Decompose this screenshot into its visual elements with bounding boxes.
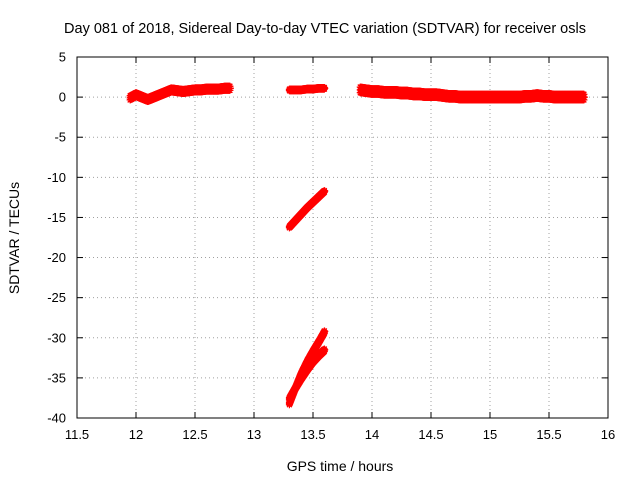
data-point <box>321 327 329 335</box>
x-tick-label: 12.5 <box>182 427 207 442</box>
y-tick-label: 0 <box>59 90 66 105</box>
y-tick-label: -40 <box>47 411 66 426</box>
chart-title: Day 081 of 2018, Sidereal Day-to-day VTE… <box>64 21 586 37</box>
y-tick-label: 5 <box>59 50 66 65</box>
x-tick-label: 14 <box>365 427 379 442</box>
y-tick-label: -15 <box>47 210 66 225</box>
data-point <box>321 84 329 92</box>
data-points <box>126 82 588 409</box>
data-point <box>321 187 329 195</box>
x-tick-label: 11.5 <box>65 427 89 442</box>
series-1 <box>126 82 234 106</box>
x-tick-label: 12 <box>129 427 143 442</box>
grid-lines <box>77 57 608 418</box>
x-axis-label: GPS time / hours <box>287 458 394 474</box>
x-tick-label: 16 <box>601 427 615 442</box>
x-tick-label: 15 <box>483 427 497 442</box>
series-6 <box>285 345 329 404</box>
y-tick-label: -30 <box>47 330 66 345</box>
x-tick-label: 13 <box>247 427 261 442</box>
y-tick-label: -5 <box>54 130 66 145</box>
axis-ticks: 11.5 12 12.5 13 13.5 14 14.5 15 15.5 16 5 0 -5 -10 -15… <box>47 50 615 443</box>
data-point <box>226 84 234 92</box>
plot-frame <box>76 56 609 419</box>
y-tick-label: -10 <box>47 170 66 185</box>
series-3 <box>356 83 588 104</box>
x-tick-label: 15.5 <box>536 427 561 442</box>
x-tick-label: 13.5 <box>300 427 325 442</box>
y-tick-label: -25 <box>47 290 66 305</box>
y-tick-label: -20 <box>47 250 66 265</box>
data-point <box>321 346 329 354</box>
series-4 <box>285 187 329 232</box>
y-tick-label: -35 <box>47 370 66 385</box>
x-tick-label: 14.5 <box>418 427 443 442</box>
data-point <box>580 93 588 101</box>
series-2 <box>285 83 329 95</box>
y-axis-label: SDTVAR / TECUs <box>6 182 22 294</box>
